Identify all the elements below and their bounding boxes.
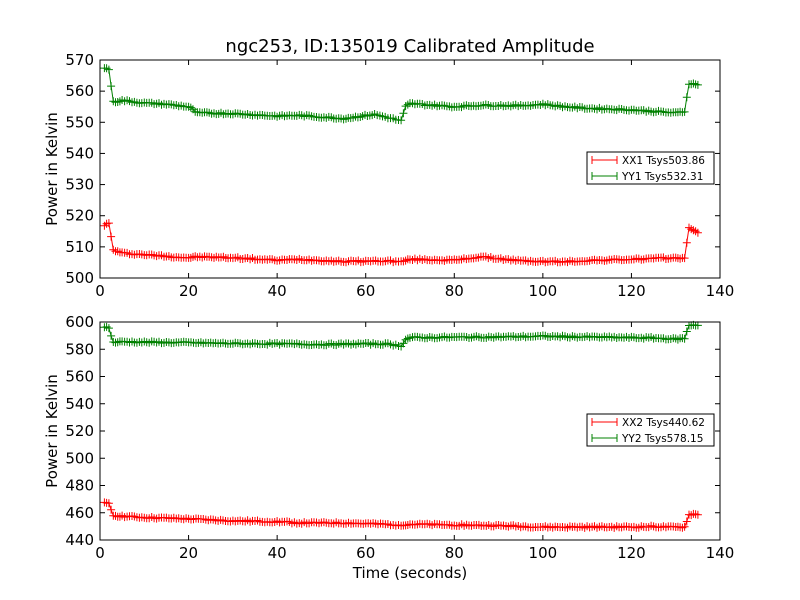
y-tick-label: 520	[65, 207, 94, 225]
x-tick-label: 140	[706, 282, 735, 300]
x-tick-label: 0	[95, 544, 105, 562]
series-markers	[100, 64, 702, 125]
series-xx2	[100, 498, 702, 532]
y-tick-label: 600	[65, 313, 94, 331]
y-tick-label: 520	[65, 422, 94, 440]
y-axis-label: Power in Kelvin	[43, 112, 61, 226]
x-tick-label: 20	[179, 282, 198, 300]
y-tick-label: 480	[65, 477, 94, 495]
x-axis-label: Time (seconds)	[352, 564, 468, 582]
y-tick-label: 580	[65, 340, 94, 358]
x-tick-label: 20	[179, 544, 198, 562]
y-tick-label: 440	[65, 531, 94, 549]
x-tick-label: 120	[617, 282, 646, 300]
y-tick-label: 550	[65, 113, 94, 131]
legend-marker	[591, 434, 618, 442]
series-markers	[100, 219, 702, 267]
x-tick-label: 60	[356, 544, 375, 562]
legend-marker	[591, 418, 618, 426]
y-tick-label: 560	[65, 82, 94, 100]
y-tick-label: 500	[65, 449, 94, 467]
y-tick-label: 540	[65, 144, 94, 162]
x-tick-label: 100	[529, 544, 558, 562]
x-tick-label: 60	[356, 282, 375, 300]
y-tick-label: 570	[65, 51, 94, 69]
legend-box	[586, 151, 715, 185]
x-tick-label: 40	[268, 282, 287, 300]
series-markers	[100, 320, 702, 351]
legend-marker	[591, 156, 618, 164]
legend-marker	[591, 172, 618, 180]
plot-top: 0 20 40 60 80 100 120 140 500 510 520 530 540 550 560 5…	[43, 51, 734, 300]
series-yy1	[100, 64, 702, 125]
x-tick-label: 0	[95, 282, 105, 300]
figure-title: ngc253, ID:135019 Calibrated Amplitude	[225, 36, 594, 57]
legend-label: XX1 Tsys503.86	[622, 155, 705, 167]
y-tick-label: 500	[65, 269, 94, 287]
legend-box	[586, 413, 715, 447]
legend: XX1 Tsys503.86 YY1 Tsys532.31	[586, 151, 715, 185]
legend-label: YY1 Tsys532.31	[621, 171, 703, 183]
legend-label: YY2 Tsys578.15	[621, 433, 703, 445]
legend-label: XX2 Tsys440.62	[622, 417, 705, 429]
x-tick-label: 80	[445, 544, 464, 562]
x-tick-label: 40	[268, 544, 287, 562]
x-tick-label: 120	[617, 544, 646, 562]
axes-frame	[99, 59, 721, 279]
y-tick-label: 510	[65, 238, 94, 256]
series-yy2	[100, 320, 702, 351]
plot-bottom: 0 20 40 60 80 100 120 140 440 460 480 500 520 540 560 5…	[43, 313, 734, 582]
legend: XX2 Tsys440.62 YY2 Tsys578.15	[586, 413, 715, 447]
y-tick-label: 560	[65, 368, 94, 386]
y-tick-label: 540	[65, 395, 94, 413]
y-tick-label: 530	[65, 176, 94, 194]
series-xx1	[100, 219, 702, 267]
x-tick-label: 100	[529, 282, 558, 300]
x-tick-label: 140	[706, 544, 735, 562]
x-tick-label: 80	[445, 282, 464, 300]
y-axis-label: Power in Kelvin	[43, 374, 61, 488]
y-tick-label: 460	[65, 504, 94, 522]
series-markers	[100, 498, 702, 532]
